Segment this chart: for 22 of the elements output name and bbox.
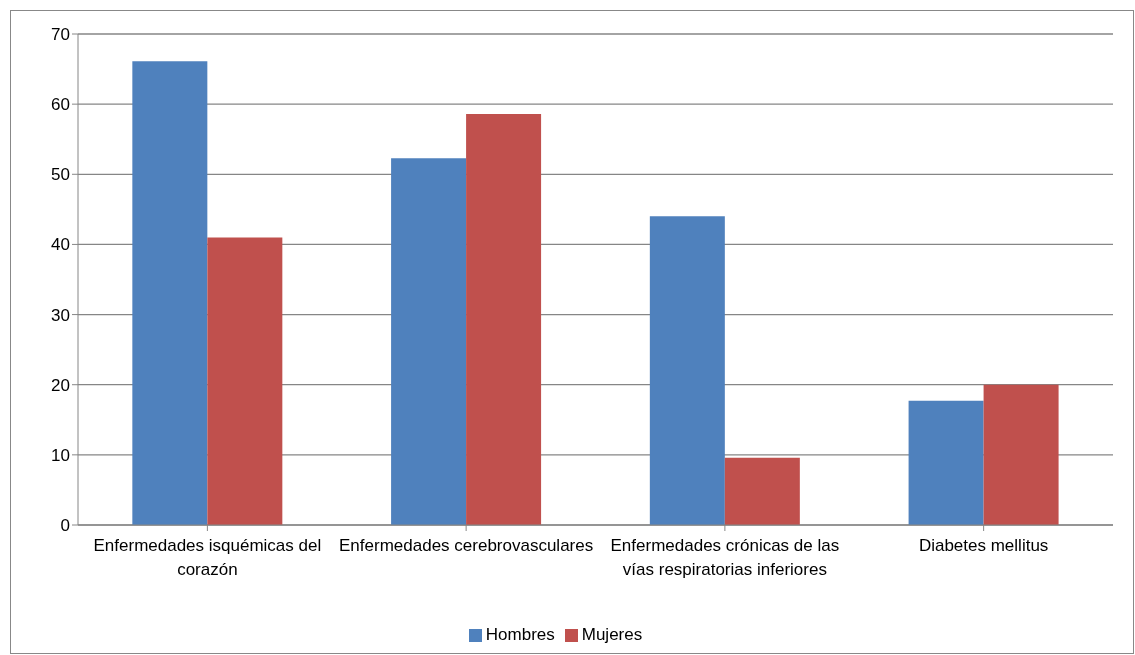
- bar: [908, 400, 984, 525]
- bar: [466, 113, 542, 525]
- bar: [207, 237, 283, 525]
- y-tick-label: 40: [51, 235, 70, 255]
- x-tick-label: Enfermedades crónicas de las vías respiratorias inferiores: [610, 536, 840, 580]
- x-tick-label: Enfermedades cerebrovasculares: [339, 536, 594, 556]
- bar: [983, 384, 1059, 525]
- y-tick-label: 10: [51, 445, 70, 465]
- y-tick-label: 60: [51, 95, 70, 115]
- y-tick-label: 30: [51, 305, 70, 325]
- y-tick-label: 0: [60, 516, 70, 536]
- legend-label: Mujeres: [581, 625, 643, 644]
- bar: [724, 457, 800, 525]
- legend-label: Hombres: [485, 625, 555, 644]
- bar: [132, 61, 208, 525]
- y-tick-label: 70: [51, 25, 70, 45]
- y-tick-label: 20: [51, 375, 70, 395]
- y-tick-label: 50: [51, 165, 70, 185]
- x-tick-label: Enfermedades isquémicas del corazón: [93, 536, 322, 580]
- bar: [649, 216, 725, 525]
- bar: [391, 158, 467, 525]
- x-tick-label: Diabetes mellitus: [918, 536, 1049, 556]
